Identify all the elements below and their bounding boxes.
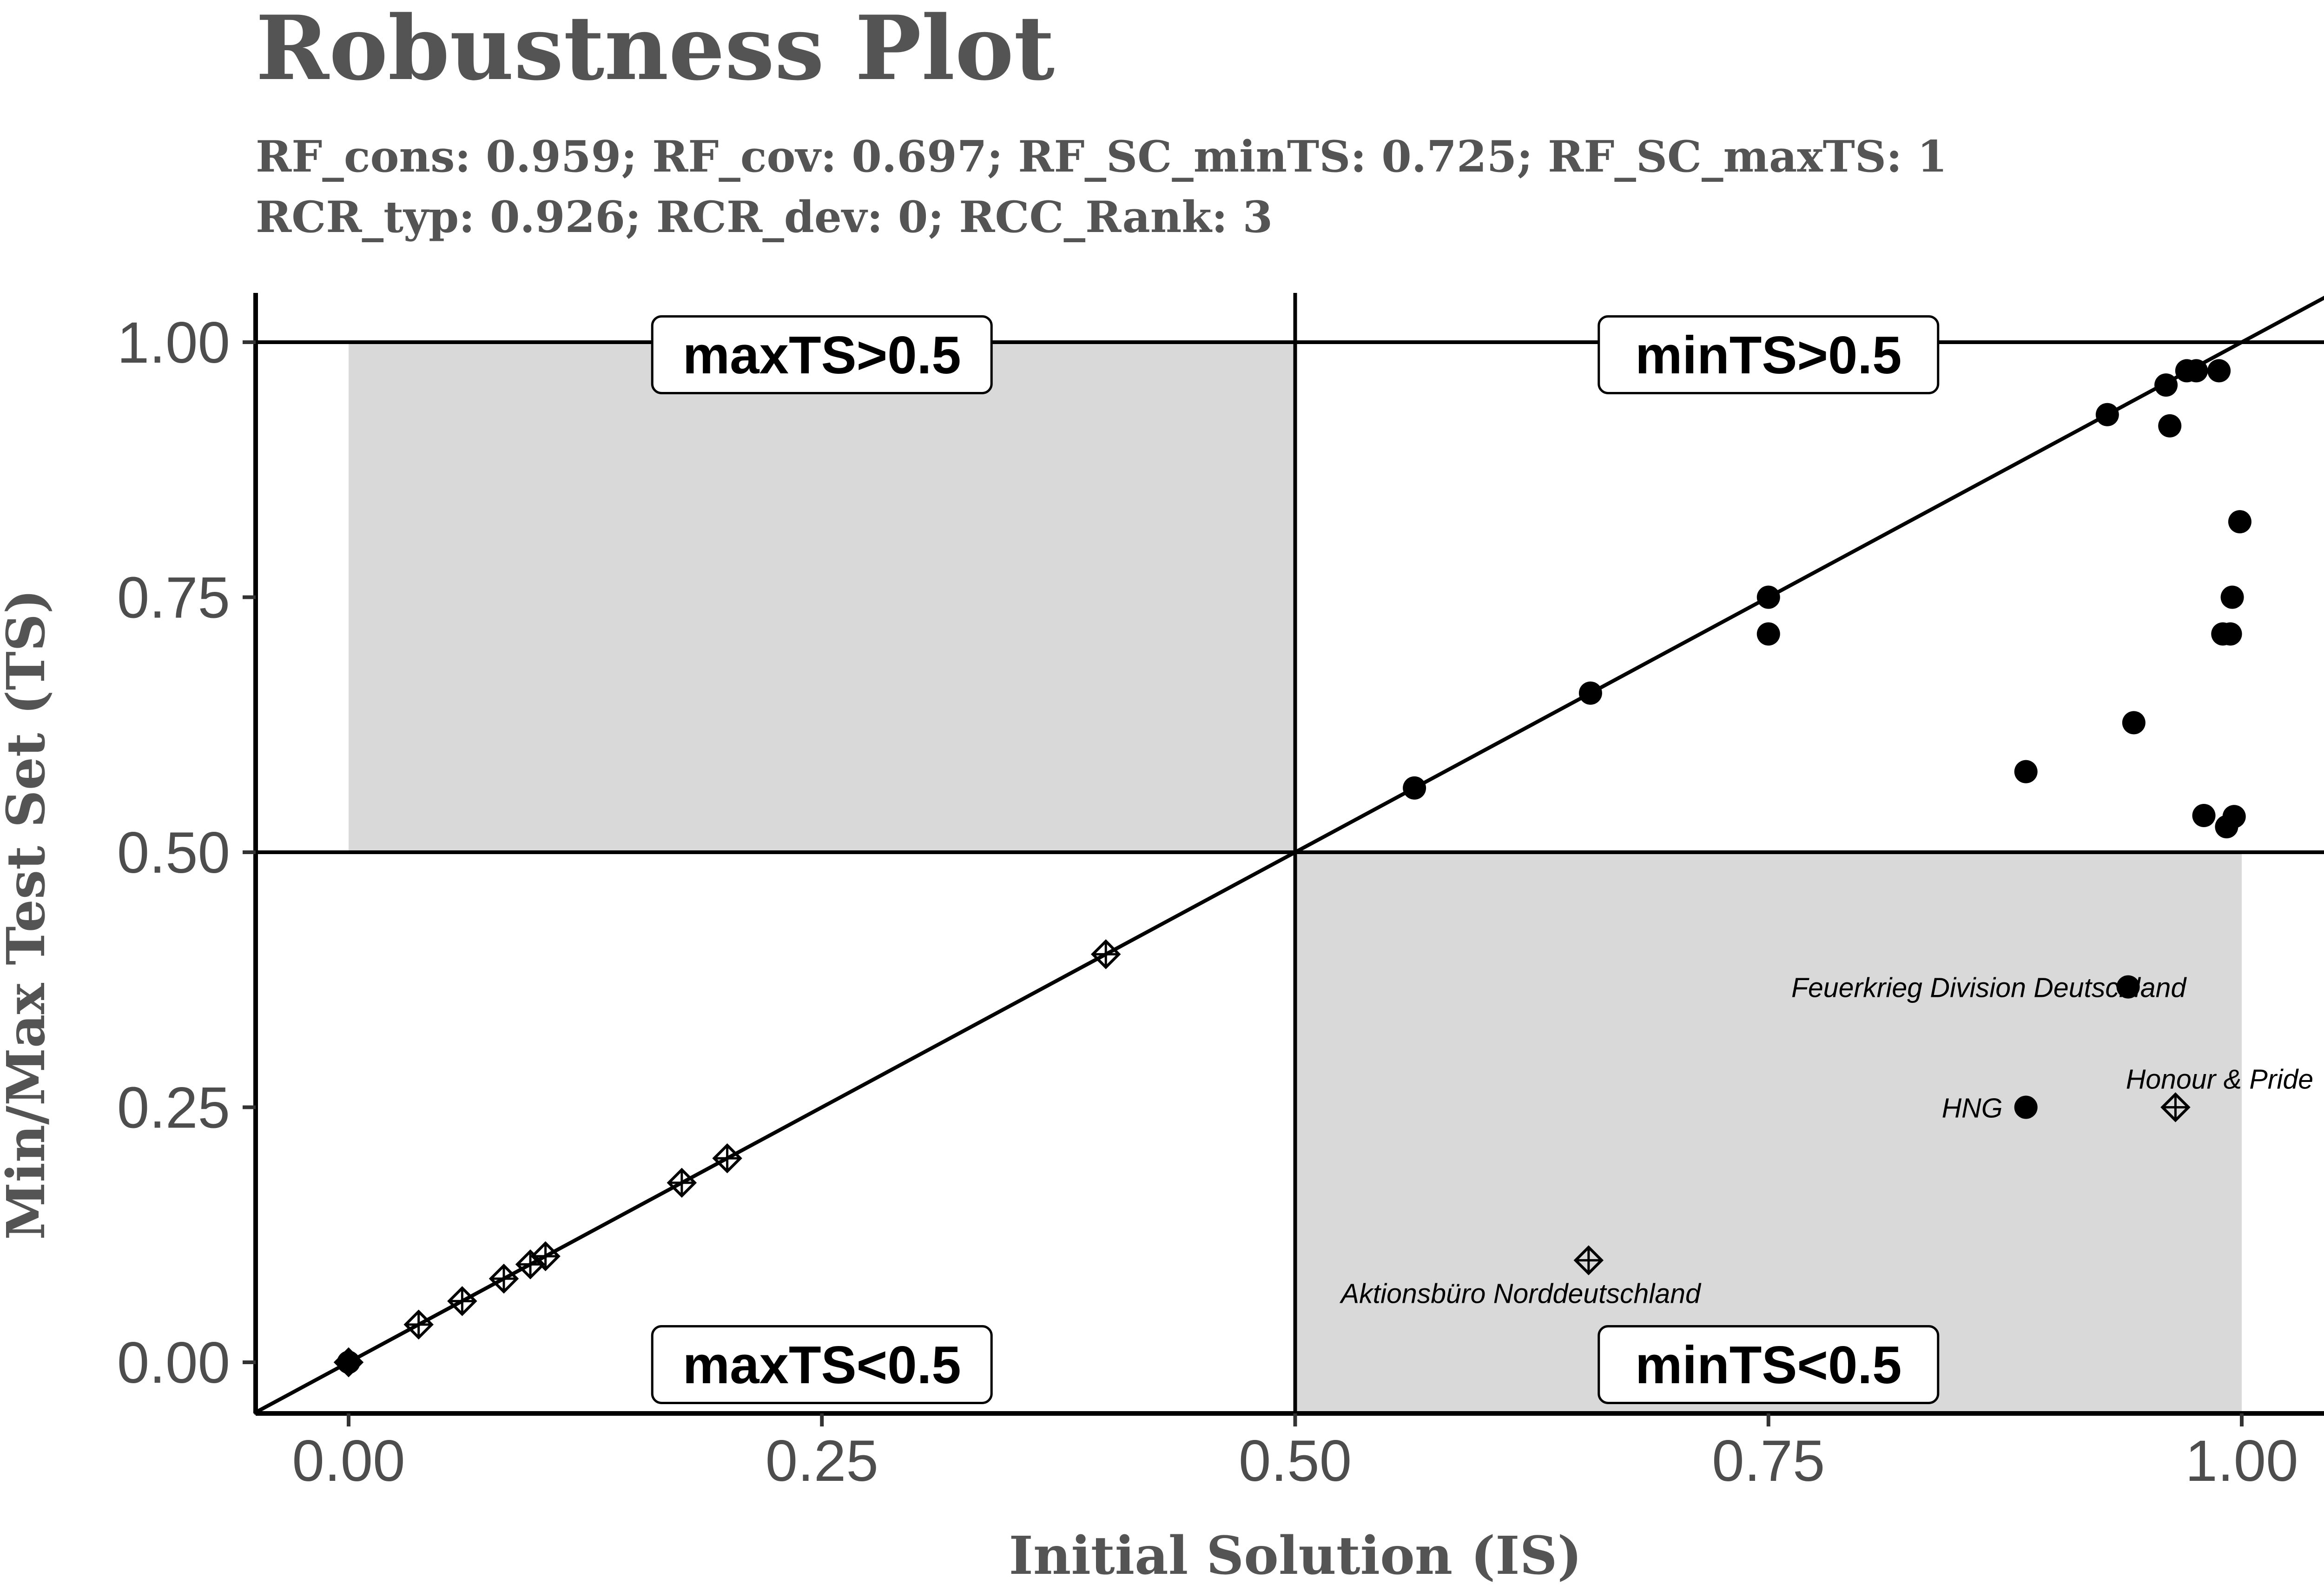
point-annotation: Feuerkrieg Division Deutschland	[1791, 973, 2187, 1003]
y-tick-label: 0.50	[117, 821, 230, 885]
data-point	[2014, 760, 2038, 783]
data-point-diamond	[333, 1347, 364, 1378]
x-tick-label: 0.00	[292, 1429, 405, 1493]
data-point	[2207, 359, 2231, 383]
quadrant-label-box	[1598, 1325, 1940, 1404]
quadrant-label-1: maxTS>0.5	[651, 315, 993, 394]
data-point-diamond	[712, 1143, 742, 1174]
data-point-diamond	[403, 1309, 434, 1340]
data-point	[2228, 510, 2251, 534]
data-point	[2014, 1095, 2038, 1119]
data-point	[2095, 403, 2119, 426]
data-point	[2158, 414, 2182, 438]
point-annotation: Honour & Pride	[2126, 1064, 2313, 1095]
quadrant-label-text: maxTS<0.5	[683, 1336, 961, 1395]
quadrant-label-4: minTS<0.5	[1598, 1325, 1940, 1404]
data-point-diamond	[2160, 1092, 2191, 1122]
data-point	[2192, 804, 2216, 828]
data-point	[2116, 975, 2140, 999]
diagonal-line	[253, 296, 2324, 1415]
quadrant-label-box	[651, 1325, 993, 1404]
data-point	[2122, 711, 2146, 735]
y-tick-label: 0.00	[117, 1331, 230, 1395]
quadrant-label-text: minTS<0.5	[1635, 1336, 1901, 1395]
data-point	[2220, 585, 2244, 609]
quadrant-label-text: maxTS>0.5	[683, 326, 961, 385]
data-point-diamond	[489, 1263, 519, 1294]
shaded-region-2	[1295, 852, 2242, 1413]
data-point-diamond	[1090, 939, 1121, 969]
quadrant-label-box	[1598, 315, 1940, 394]
y-axis-title: Min/Max Test Set (TS)	[0, 589, 57, 1240]
quadrant-label-box	[651, 315, 993, 394]
quadrant-label-text: minTS>0.5	[1635, 326, 1901, 385]
quadrant-label-2: minTS>0.5	[1598, 315, 1940, 394]
chart-subtitle-line-1: RF_cons: 0.959; RF_cov: 0.697; RF_SC_min…	[256, 131, 1948, 182]
y-tick-label: 0.75	[117, 566, 230, 630]
x-axis-title: Initial Solution (IS)	[1009, 1525, 1582, 1585]
shaded-region-1	[349, 342, 1295, 852]
data-point	[1403, 776, 1426, 800]
quadrant-label-3: maxTS<0.5	[651, 1325, 993, 1404]
x-tick-label: 0.25	[766, 1429, 878, 1493]
data-point	[2185, 359, 2208, 383]
data-point-diamond	[667, 1167, 697, 1198]
point-annotation: Aktionsbüro Norddeutschland	[1340, 1279, 1702, 1309]
data-point-diamond	[1573, 1245, 1604, 1275]
x-tick-label: 0.75	[1712, 1429, 1825, 1493]
point-annotation: HNG	[1942, 1093, 2003, 1124]
data-point-diamond	[447, 1286, 477, 1316]
y-tick-label: 1.00	[117, 311, 230, 375]
x-tick-label: 0.50	[1239, 1429, 1352, 1493]
data-point	[1756, 622, 1780, 646]
y-tick-label: 0.25	[117, 1076, 230, 1141]
data-point	[1756, 585, 1780, 609]
chart-title: Robustness Plot	[256, 0, 1055, 100]
data-point	[2222, 805, 2246, 829]
data-point	[1578, 681, 1602, 705]
data-point-diamond	[530, 1241, 561, 1272]
data-point	[2154, 373, 2178, 397]
data-point	[2218, 622, 2242, 646]
x-tick-label: 1.00	[2185, 1429, 2298, 1493]
chart-subtitle-line-2: RCR_typ: 0.926; RCR_dev: 0; RCC_Rank: 3	[256, 192, 1273, 242]
